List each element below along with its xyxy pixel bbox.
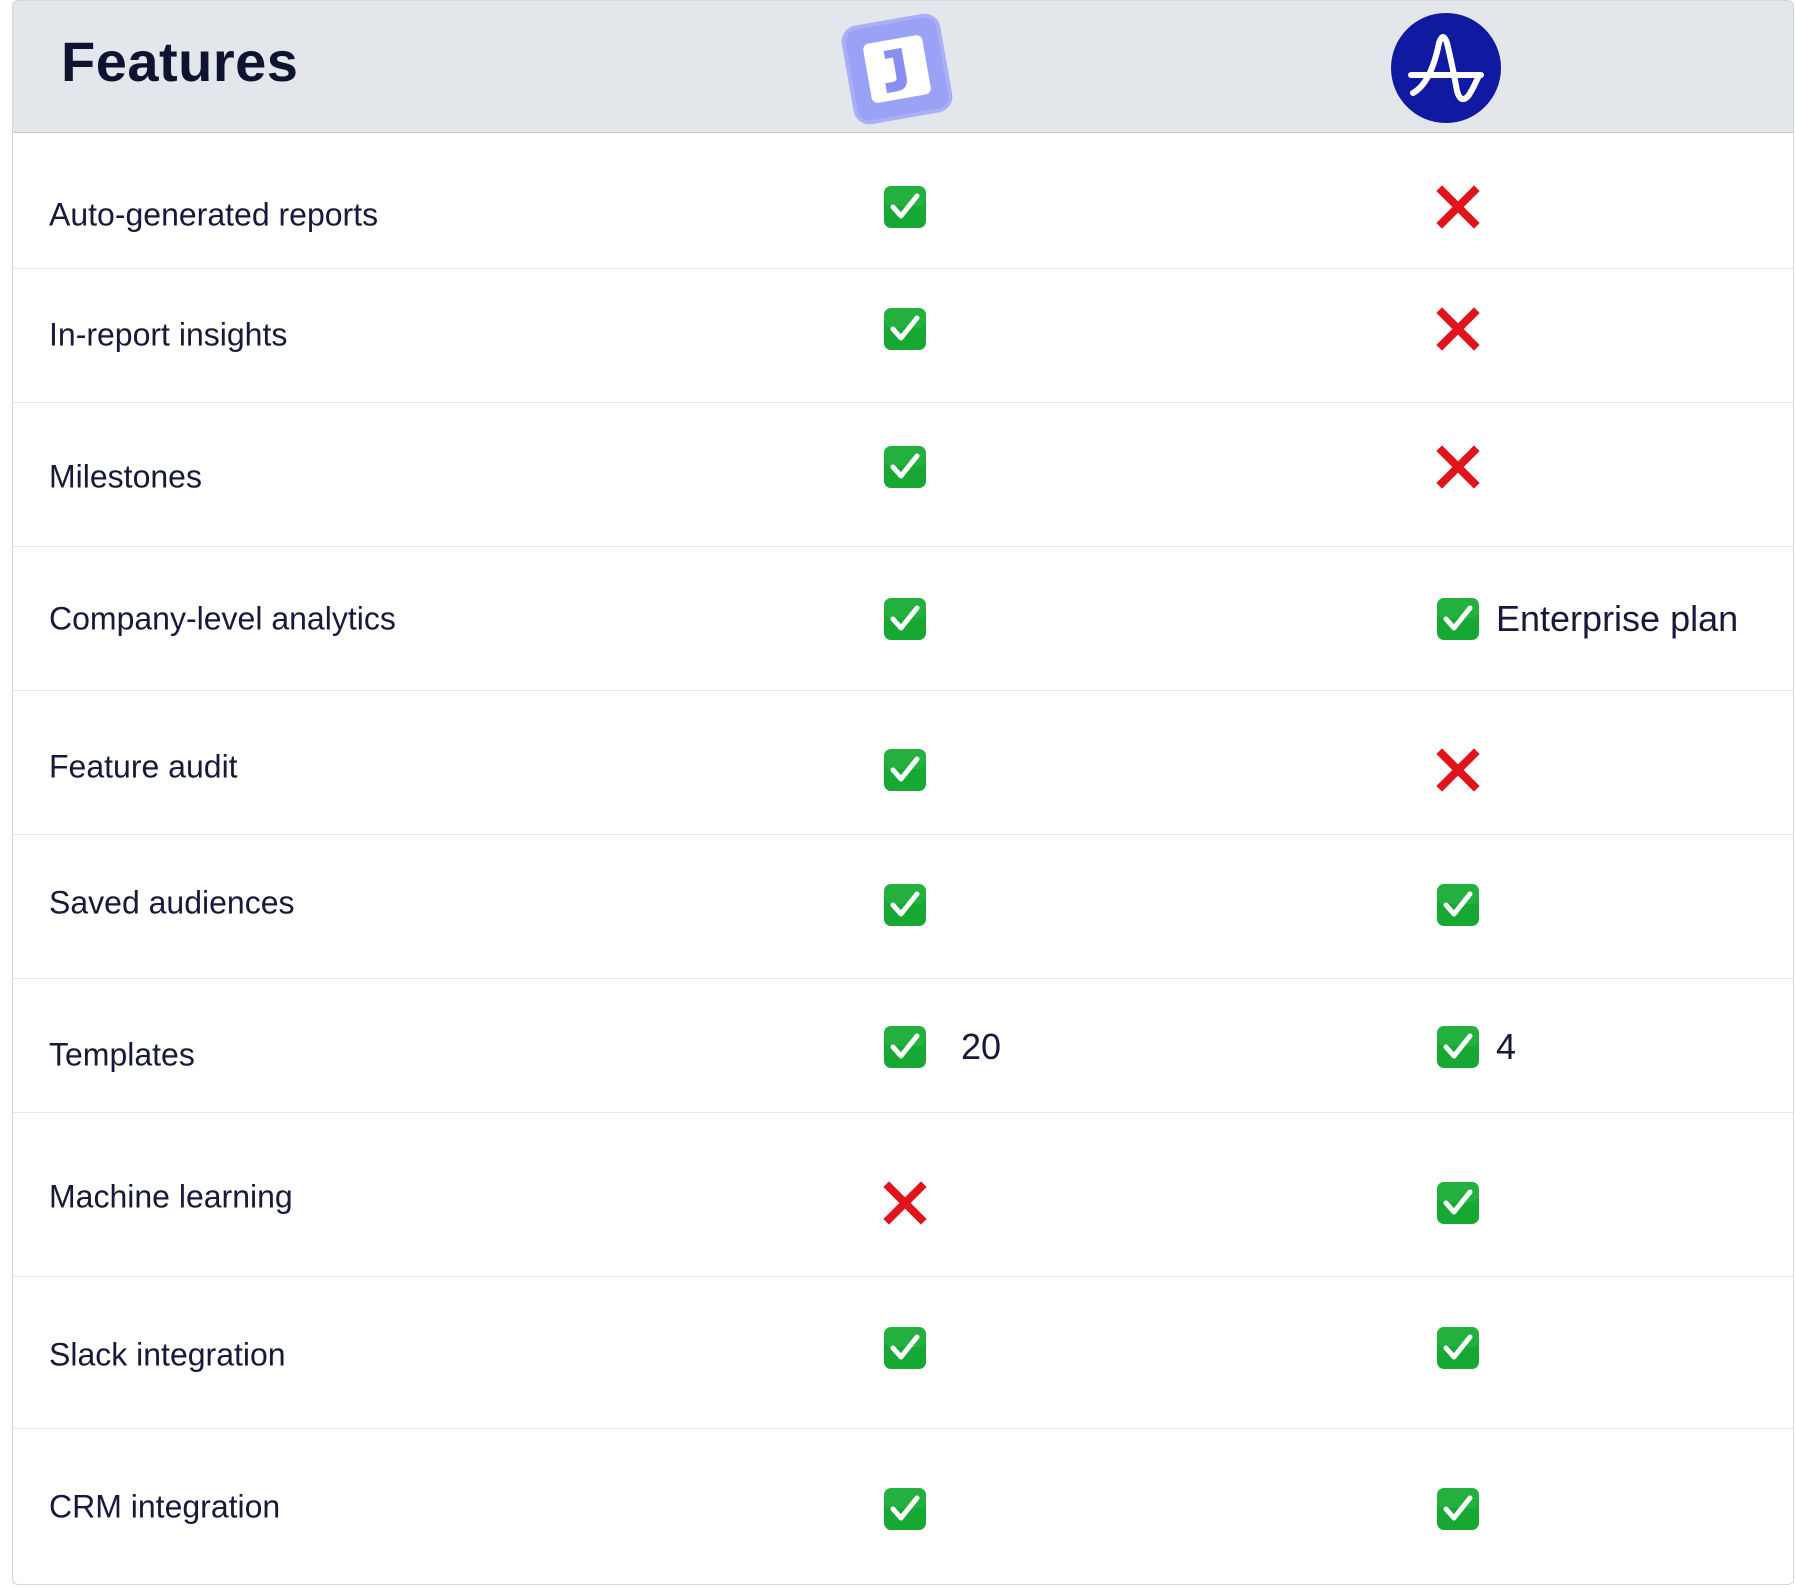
comparison-table: Features Auto-generated reports In-report… xyxy=(12,0,1794,1585)
check-icon xyxy=(883,1025,927,1069)
table-row: Auto-generated reports xyxy=(13,133,1793,269)
cross-icon xyxy=(883,1181,927,1225)
check-icon xyxy=(883,883,927,927)
table-header: Features xyxy=(13,1,1793,133)
feature-label: Saved audiences xyxy=(49,884,295,921)
check-icon xyxy=(883,597,927,641)
j-logo-icon xyxy=(841,13,953,125)
table-row: Slack integration xyxy=(13,1277,1793,1429)
table-row: Saved audiences xyxy=(13,835,1793,979)
table-row: Feature audit xyxy=(13,691,1793,835)
check-icon xyxy=(1436,1025,1480,1069)
table-row: Templates 20 4 xyxy=(13,979,1793,1113)
check-icon xyxy=(1436,597,1480,641)
check-icon xyxy=(883,1326,927,1370)
table-row: Machine learning xyxy=(13,1113,1793,1277)
feature-label: Milestones xyxy=(49,458,202,495)
cross-icon xyxy=(1436,307,1480,351)
header-title: Features xyxy=(61,30,299,93)
feature-label: Company-level analytics xyxy=(49,600,396,637)
feature-label: Slack integration xyxy=(49,1336,286,1373)
table-row: CRM integration xyxy=(13,1429,1793,1584)
feature-label: Auto-generated reports xyxy=(49,196,379,233)
check-icon xyxy=(1436,1181,1480,1225)
feature-label: In-report insights xyxy=(49,316,288,353)
table-row: Company-level analytics Enterprise plan xyxy=(13,547,1793,691)
check-icon xyxy=(883,748,927,792)
table-row: Milestones xyxy=(13,403,1793,547)
check-icon xyxy=(883,307,927,351)
check-icon xyxy=(1436,1487,1480,1531)
feature-label: Feature audit xyxy=(49,748,238,785)
cell-note: Enterprise plan xyxy=(1496,598,1739,639)
table-row: In-report insights xyxy=(13,269,1793,403)
cell-note: 20 xyxy=(961,1026,1002,1067)
cell-note: 4 xyxy=(1496,1026,1517,1067)
cross-icon xyxy=(1436,748,1480,792)
check-icon xyxy=(883,445,927,489)
check-icon xyxy=(1436,1326,1480,1370)
check-icon xyxy=(883,185,927,229)
check-icon xyxy=(1436,883,1480,927)
cross-icon xyxy=(1436,185,1480,229)
feature-label: CRM integration xyxy=(49,1488,281,1525)
amplitude-logo-icon xyxy=(1391,13,1501,123)
feature-label: Machine learning xyxy=(49,1178,293,1215)
feature-label: Templates xyxy=(49,1036,195,1073)
check-icon xyxy=(883,1487,927,1531)
cross-icon xyxy=(1436,445,1480,489)
